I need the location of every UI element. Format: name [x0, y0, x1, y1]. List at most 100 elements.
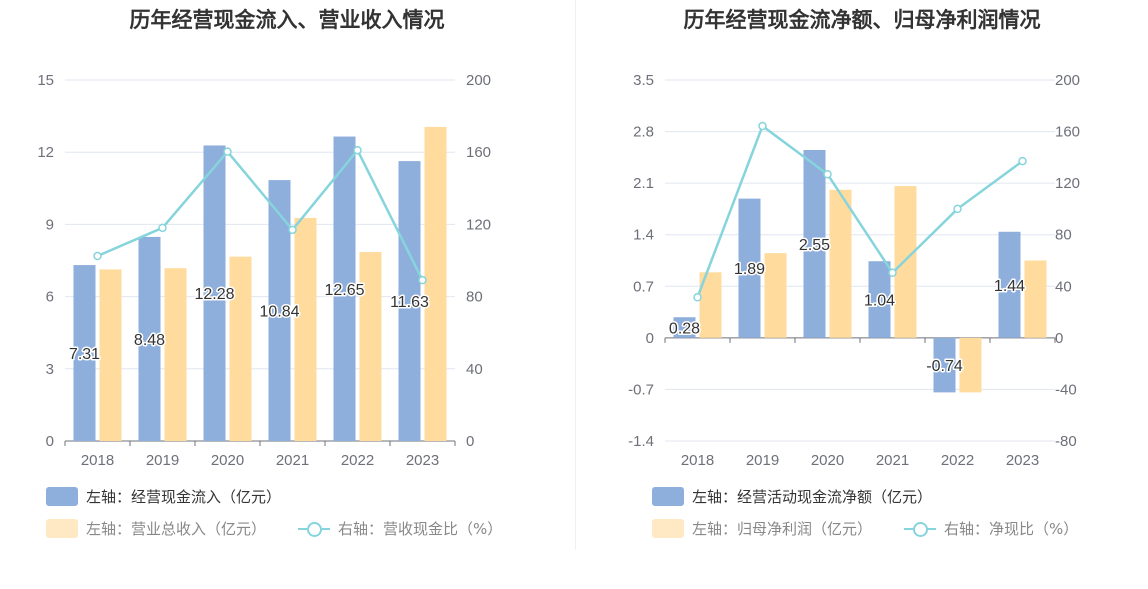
bar-series-1 — [803, 149, 826, 338]
bar-data-label: 12.65 — [324, 282, 364, 299]
y-right-tick-label: 40 — [1055, 278, 1072, 295]
line-point — [758, 121, 767, 131]
x-tick-label: 2018 — [681, 452, 714, 469]
panel-divider — [575, 0, 576, 550]
line-series-ratio — [696, 124, 1024, 298]
legend-item-cash-inflow[interactable]: 左轴：经营现金流入（亿元） — [46, 486, 281, 507]
bar-series-2 — [99, 269, 122, 441]
y-left-tick-label: 3.5 — [633, 72, 654, 89]
x-tick-label: 2021 — [276, 452, 309, 469]
y-left-tick-label: -1.4 — [628, 433, 654, 450]
line-series-ratio — [97, 147, 424, 281]
legend-label: 左轴：经营现金流入（亿元） — [86, 488, 282, 506]
y-right-tick-label: 0 — [1055, 330, 1063, 347]
y-left-tick-label: 15 — [37, 72, 54, 89]
bar-series-2 — [1024, 260, 1047, 338]
line-point — [158, 223, 167, 233]
chart-title: 历年经营现金流入、营业收入情况 — [129, 8, 445, 32]
x-tick-label: 2023 — [1006, 452, 1039, 469]
bar-data-label: 10.84 — [259, 304, 299, 321]
line-point — [418, 275, 427, 285]
line-point — [953, 204, 962, 214]
y-left-tick-label: 2.8 — [633, 124, 654, 141]
bar-series-1 — [268, 180, 291, 441]
x-tick-label: 2018 — [81, 452, 114, 469]
legend-label: 右轴：营收现金比（%） — [338, 520, 503, 538]
y-right-tick-label: 160 — [1055, 124, 1080, 141]
legend-swatch-bar-blue — [46, 487, 78, 506]
legend-item-net-profit[interactable]: 左轴：归母净利润（亿元） — [652, 518, 872, 539]
bar-series-2 — [294, 217, 317, 441]
line-point — [823, 169, 832, 179]
bar-series-1 — [73, 265, 96, 441]
bar-series-2 — [829, 189, 852, 338]
bar-data-label: -0.74 — [926, 358, 963, 375]
bar-data-label: 8.48 — [134, 332, 165, 349]
y-right-tick-label: 80 — [466, 289, 483, 306]
bar-series-2 — [699, 272, 722, 338]
legend-item-net-cash-ratio[interactable]: 右轴：净现比（%） — [904, 518, 1078, 539]
y-right-tick-label: 80 — [1055, 227, 1072, 244]
x-tick-label: 2023 — [406, 452, 439, 469]
chart-panel-right: 历年经营现金流净额、归母净利润情况 -1.4 -80 -0.7 -40 0 0 0.7 40 1… — [576, 0, 1148, 589]
y-right-tick-label: 40 — [466, 361, 483, 378]
line-point — [353, 145, 362, 155]
bar-data-label: 1.44 — [994, 278, 1025, 295]
legend-label: 左轴：归母净利润（亿元） — [692, 520, 873, 538]
legend-line-marker-icon — [298, 519, 330, 538]
legend-item-net-cash-flow[interactable]: 左轴：经营活动现金流净额（亿元） — [652, 486, 932, 507]
chart-plot-area: 0 0 3 40 6 80 9 120 12 160 15 200 2018 2019 2020 2021 20… — [37, 72, 491, 469]
y-left-tick-label: 9 — [46, 216, 54, 233]
bar-data-label: 1.89 — [734, 261, 765, 278]
x-tick-label: 2020 — [811, 452, 844, 469]
bar-series-1 — [203, 145, 226, 441]
legend-swatch-bar-orange — [46, 519, 78, 538]
line-point — [288, 225, 297, 235]
bar-data-label: 1.04 — [864, 293, 895, 310]
y-left-tick-label: 3 — [46, 361, 54, 378]
line-point — [223, 147, 232, 156]
line-point — [1018, 156, 1027, 166]
bar-data-label: 12.28 — [194, 286, 234, 303]
y-left-tick-label: 0.7 — [633, 278, 654, 295]
bar-series-2 — [959, 337, 982, 393]
bar-series-2 — [229, 256, 252, 441]
bar-series-1 — [868, 261, 891, 338]
bar-series-2 — [764, 253, 787, 338]
legend-item-cash-ratio[interactable]: 右轴：营收现金比（%） — [298, 518, 502, 539]
legend-item-revenue[interactable]: 左轴：营业总收入（亿元） — [46, 518, 266, 539]
x-tick-label: 2019 — [746, 452, 779, 469]
legend-line-marker-icon — [904, 519, 936, 538]
line-point — [93, 251, 102, 261]
bar-series-2 — [164, 268, 187, 441]
bar-series-2 — [424, 126, 447, 442]
y-left-tick-label: 0 — [46, 433, 54, 450]
chart-plot-area: -1.4 -80 -0.7 -40 0 0 0.7 40 1.4 80 2.1 120 2.8 160 3.… — [628, 72, 1080, 469]
y-right-tick-label: -40 — [1055, 381, 1077, 398]
y-left-tick-label: -0.7 — [628, 381, 654, 398]
x-tick-label: 2022 — [941, 452, 974, 469]
bar-series-1 — [673, 317, 696, 338]
bar-data-label: 2.55 — [799, 237, 830, 254]
y-right-tick-label: 120 — [1055, 175, 1080, 192]
y-left-tick-label: 2.1 — [633, 175, 654, 192]
x-tick-label: 2021 — [876, 452, 909, 469]
x-tick-label: 2022 — [341, 452, 374, 469]
bar-series-2 — [894, 186, 917, 338]
y-left-tick-label: 1.4 — [633, 227, 654, 244]
y-right-tick-label: 0 — [466, 433, 474, 450]
bar-data-label: 0.28 — [669, 321, 700, 338]
y-left-tick-label: 12 — [37, 144, 54, 161]
y-right-tick-label: 120 — [466, 216, 491, 233]
y-right-tick-label: 200 — [466, 72, 491, 89]
legend-label: 右轴：净现比（%） — [944, 520, 1079, 538]
legend-label: 左轴：营业总收入（亿元） — [86, 520, 267, 538]
legend-label: 左轴：经营活动现金流净额（亿元） — [692, 488, 933, 506]
legend-swatch-bar-orange — [652, 519, 684, 538]
line-point — [693, 292, 702, 302]
bar-data-label: 11.63 — [390, 294, 429, 311]
bar-series-1 — [333, 136, 356, 441]
x-tick-label: 2020 — [211, 452, 244, 469]
y-right-tick-label: -80 — [1055, 433, 1077, 450]
bar-series-1 — [138, 236, 161, 441]
